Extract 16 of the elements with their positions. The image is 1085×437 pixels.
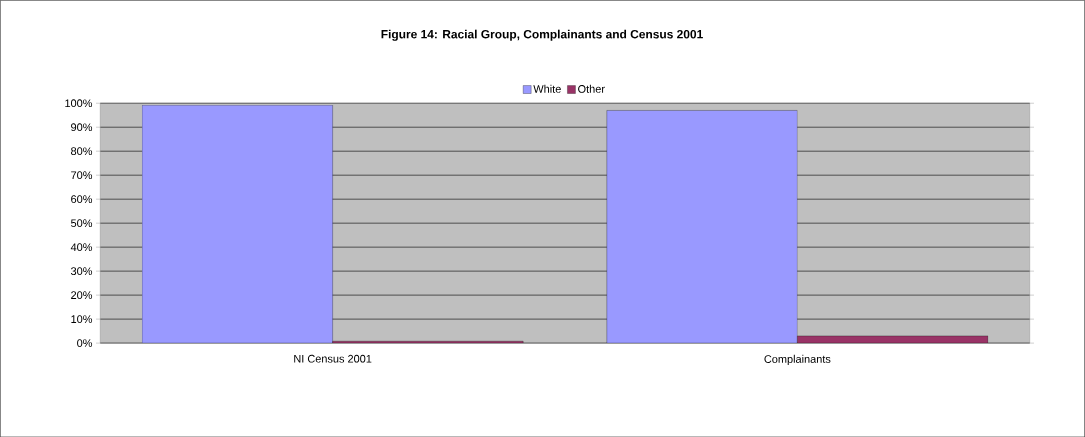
y-tick-label: 40% (70, 243, 93, 251)
y-tick-label: 20% (71, 291, 93, 299)
y-tick-label: 70% (71, 171, 93, 179)
legend-label: White (533, 84, 561, 93)
y-tick-label: 10% (71, 315, 93, 323)
x-tick-label: Complainants (764, 354, 831, 365)
y-tick-label: 30% (70, 267, 93, 275)
y-tick-label: 100% (65, 99, 93, 107)
chart-title: Figure 14: Racial Group, Complainants and Census 2001 (381, 29, 703, 41)
y-tick-label: 80% (71, 147, 93, 155)
y-tick-label: 50% (71, 219, 93, 227)
x-tick-label: NI Census 2001 (294, 354, 372, 363)
y-tick-label: 0% (77, 339, 93, 347)
y-tick-label: 60% (71, 195, 93, 203)
legend-label: Other (578, 84, 605, 93)
y-tick-label: 90% (71, 123, 93, 131)
